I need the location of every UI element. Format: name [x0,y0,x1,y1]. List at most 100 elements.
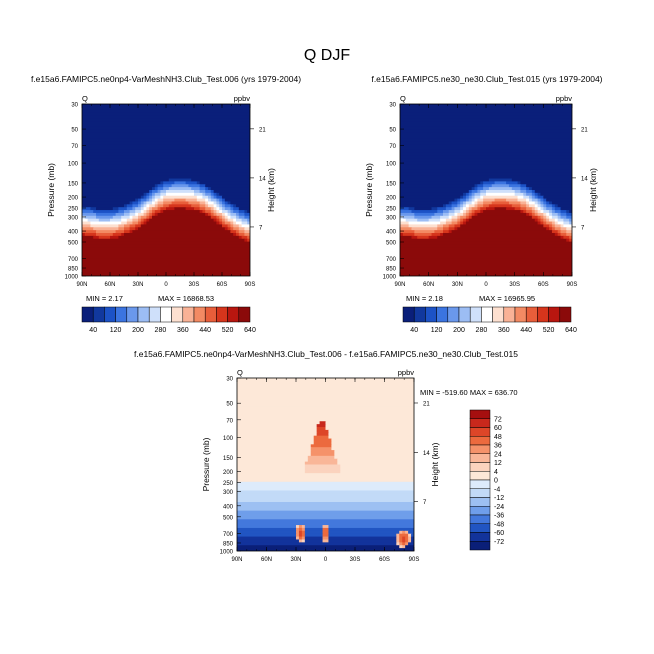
field-cell [247,218,250,223]
field-cell [537,195,544,200]
xtick-label: 30N [452,282,463,288]
field-cell [399,536,403,541]
field-cell [135,224,142,228]
xtick-label: 90S [245,282,256,288]
field-cell [163,181,175,185]
field-cell [216,210,220,214]
ytick-right-label: 21 [259,127,266,133]
field-cell [526,187,530,191]
field-cell [554,204,559,208]
field-cell [82,215,86,220]
field-cell [551,227,556,231]
field-cell [202,195,209,200]
ytick-label: 300 [68,215,79,221]
field-cell [213,218,217,223]
ytick-label: 70 [226,418,233,424]
units-label: ppbv [234,94,251,103]
field-cell [400,224,410,228]
field-cell [529,195,533,200]
field-cell [443,224,450,228]
ytick-right-label: 7 [581,225,585,231]
legend-swatch [104,306,116,323]
legend-swatch [469,427,491,437]
field-cell [526,192,533,197]
field-cell [230,230,237,234]
field-cell [494,181,507,185]
field-cell [191,178,250,182]
field-cell [483,181,496,185]
field-cell [140,195,145,200]
field-cell [322,539,330,543]
field-cell [463,207,467,211]
field-cell [238,224,243,228]
field-cell [82,106,250,111]
field-cell [237,525,297,529]
field-cell [322,536,330,541]
field-cell [488,178,513,182]
field-cell [414,207,433,211]
field-cell [296,530,300,535]
field-cell [465,201,473,205]
figure-title: Q DJF [304,47,350,64]
field-cell [400,261,572,266]
field-cell [451,218,458,223]
field-cell [236,230,240,234]
field-cell [82,244,250,248]
field-cell [210,207,215,211]
field-cell [451,201,458,205]
ytick-right-label: 21 [423,401,430,407]
ytick-label: 1000 [220,550,234,556]
field-cell [319,421,327,425]
field-cell [304,527,324,532]
field-cell [224,212,229,217]
field-cell [400,175,572,180]
field-cell [233,207,240,211]
field-cell [537,210,542,214]
field-cell [560,230,567,234]
field-cell [520,207,527,211]
field-cell [443,210,450,214]
field-cell [93,235,100,240]
field-cell [90,224,119,228]
field-cell [149,190,153,194]
variable-label: Q [82,94,88,103]
field-cell [560,207,572,211]
field-cell [465,192,470,197]
legend-swatch [216,306,228,323]
field-cell [82,175,250,180]
field-cell [400,207,410,211]
field-cell [213,210,217,214]
field-cell [126,207,133,211]
field-cell [451,215,458,220]
field-cell [140,215,147,220]
field-cell [400,115,572,119]
field-cell [157,204,164,208]
field-cell [531,210,536,214]
field-cell [451,204,458,208]
field-cell [400,250,572,254]
field-cell [222,210,229,214]
field-cell [408,224,438,228]
field-cell [143,204,147,208]
field-cell [400,132,572,137]
field-cell [551,201,572,205]
ylabel: Pressure (mb) [364,163,374,217]
field-cell [514,192,524,197]
field-cell [135,212,139,217]
field-cell [428,235,438,240]
field-cell [82,184,156,188]
field-cell [129,227,136,231]
field-cell [199,184,206,188]
field-cell [210,210,215,214]
field-cell [238,207,250,211]
field-cell [146,210,150,214]
ytick-label: 700 [68,257,79,263]
field-cell [205,184,250,188]
field-cell [474,192,481,197]
field-cell [554,207,562,211]
field-cell [237,418,414,422]
field-cell [219,215,223,220]
field-cell [399,542,403,546]
field-cell [132,218,139,223]
field-cell [399,545,403,549]
